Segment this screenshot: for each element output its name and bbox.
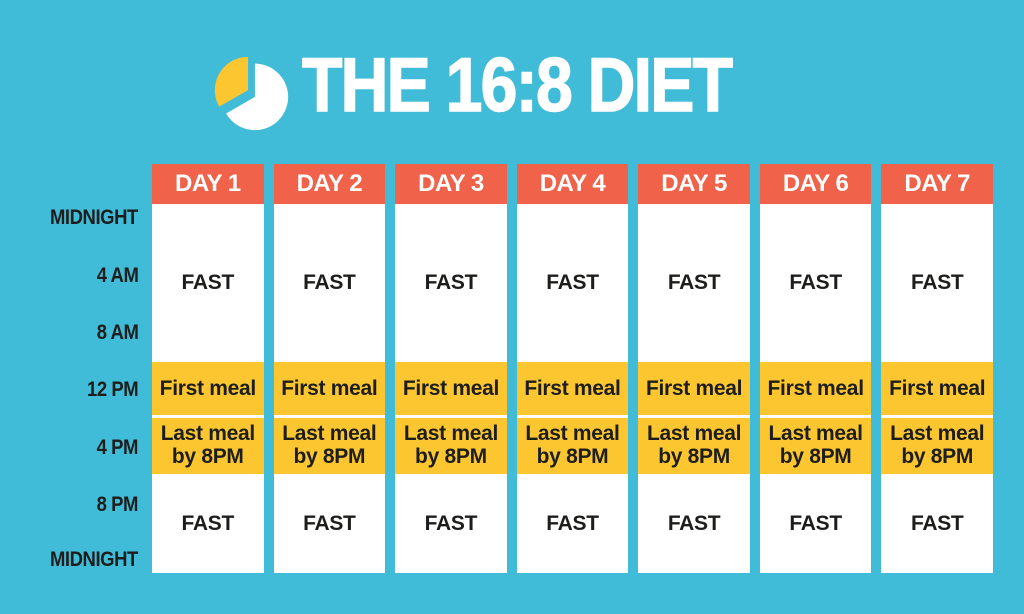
time-label-4pm: 4 PM (96, 436, 139, 459)
fast-evening-cell: FAST (395, 474, 507, 573)
time-label-midnight-bottom: MIDNIGHT (50, 548, 138, 571)
page-title: THE 16:8 DIET (301, 43, 733, 128)
time-label-midnight-top: MIDNIGHT (50, 206, 138, 229)
fast-morning-cell: FAST (759, 204, 872, 362)
pie-wedge (214, 56, 249, 107)
cell-separator (881, 415, 993, 418)
fast-evening-cell: FAST (273, 474, 386, 573)
last-meal-cell: Last meal by 8PM (152, 418, 264, 474)
time-label-12pm: 12 PM (86, 378, 139, 401)
day-column-5: DAY 5 FAST First meal Last meal by 8PM F… (638, 164, 750, 573)
time-label-8am: 8 AM (96, 321, 138, 344)
cell-separator (516, 415, 629, 418)
fast-morning-cell: FAST (152, 204, 264, 362)
day-column-2: DAY 2 FAST First meal Last meal by 8PM F… (273, 164, 386, 573)
time-label-4am: 4 AM (96, 264, 138, 287)
first-meal-cell: First meal (152, 362, 264, 415)
first-meal-cell: First meal (759, 362, 872, 415)
fast-evening-cell: FAST (516, 474, 629, 573)
last-meal-cell: Last meal by 8PM (395, 418, 507, 474)
cell-separator (273, 415, 386, 418)
fast-morning-cell: FAST (273, 204, 386, 362)
last-meal-cell: Last meal by 8PM (516, 418, 629, 474)
last-meal-cell: Last meal by 8PM (759, 418, 872, 474)
first-meal-cell: First meal (638, 362, 750, 415)
day-column-4: DAY 4 FAST First meal Last meal by 8PM F… (516, 164, 629, 573)
fast-evening-cell: FAST (638, 474, 750, 573)
fast-evening-cell: FAST (759, 474, 872, 573)
day-header: DAY 3 (395, 164, 507, 204)
last-meal-cell: Last meal by 8PM (881, 418, 993, 474)
day-header: DAY 1 (152, 164, 264, 204)
day-header: DAY 5 (638, 164, 750, 204)
fast-evening-cell: FAST (152, 474, 264, 573)
day-header: DAY 2 (273, 164, 386, 204)
time-axis: MIDNIGHT 4 AM 8 AM 12 PM 4 PM 8 PM MIDNI… (0, 164, 138, 573)
day-header: DAY 4 (516, 164, 629, 204)
fast-morning-cell: FAST (516, 204, 629, 362)
day-column-3: DAY 3 FAST First meal Last meal by 8PM F… (395, 164, 507, 573)
fast-morning-cell: FAST (638, 204, 750, 362)
cell-separator (152, 415, 264, 418)
last-meal-cell: Last meal by 8PM (273, 418, 386, 474)
pie-body (226, 63, 289, 131)
cell-separator (395, 415, 507, 418)
day-column-1: DAY 1 FAST First meal Last meal by 8PM F… (152, 164, 264, 573)
day-column-6: DAY 6 FAST First meal Last meal by 8PM F… (759, 164, 872, 573)
day-column-7: DAY 7 FAST First meal Last meal by 8PM F… (881, 164, 993, 573)
first-meal-cell: First meal (395, 362, 507, 415)
day-header: DAY 6 (759, 164, 872, 204)
fast-morning-cell: FAST (881, 204, 993, 362)
last-meal-cell: Last meal by 8PM (638, 418, 750, 474)
fast-evening-cell: FAST (881, 474, 993, 573)
schedule-grid: DAY 1 FAST First meal Last meal by 8PM F… (152, 164, 993, 573)
fast-morning-cell: FAST (395, 204, 507, 362)
pie-clock-icon (214, 56, 289, 131)
cell-separator (638, 415, 750, 418)
first-meal-cell: First meal (273, 362, 386, 415)
time-label-8pm: 8 PM (96, 493, 139, 516)
cell-separator (759, 415, 872, 418)
day-header: DAY 7 (881, 164, 993, 204)
first-meal-cell: First meal (516, 362, 629, 415)
first-meal-cell: First meal (881, 362, 993, 415)
